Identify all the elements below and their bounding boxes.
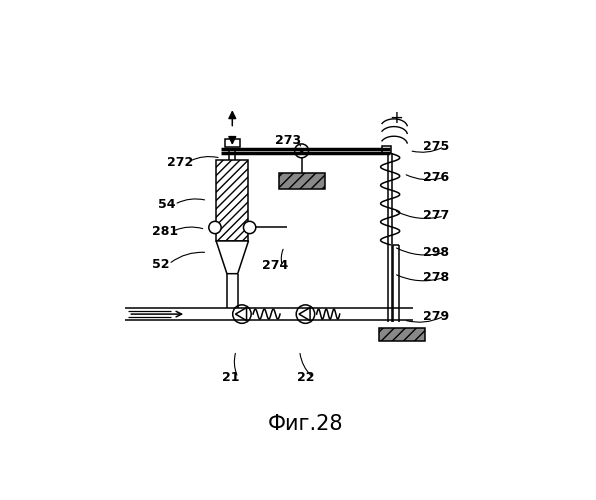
Text: 52: 52: [153, 258, 170, 270]
Text: 279: 279: [423, 310, 449, 322]
Text: 276: 276: [423, 171, 449, 184]
Text: 275: 275: [423, 140, 449, 153]
Bar: [216, 160, 249, 241]
Text: 22: 22: [297, 371, 314, 384]
Text: +: +: [389, 109, 403, 126]
Bar: [278, 173, 325, 188]
Text: 272: 272: [167, 156, 194, 168]
Text: Фиг.28: Фиг.28: [268, 414, 343, 434]
Circle shape: [209, 222, 221, 234]
Text: 273: 273: [275, 134, 301, 147]
Text: 274: 274: [262, 260, 288, 272]
Polygon shape: [216, 241, 249, 274]
Circle shape: [243, 222, 256, 234]
Circle shape: [300, 150, 303, 152]
Circle shape: [294, 144, 309, 158]
Text: 21: 21: [222, 371, 239, 384]
Text: 281: 281: [152, 225, 178, 238]
Text: 298: 298: [423, 246, 449, 259]
Bar: [225, 139, 240, 147]
Text: 54: 54: [158, 198, 176, 211]
Text: 277: 277: [423, 210, 449, 222]
Bar: [378, 328, 425, 341]
Text: 278: 278: [423, 271, 449, 284]
Bar: [382, 146, 390, 153]
